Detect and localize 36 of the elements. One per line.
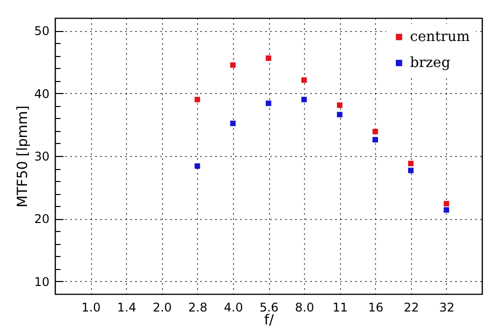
point — [444, 207, 450, 213]
point — [408, 160, 414, 166]
point — [194, 163, 200, 169]
x-tick-label: 22 — [404, 300, 419, 314]
point — [444, 200, 450, 206]
point — [336, 102, 342, 108]
legend-label: centrum — [410, 29, 470, 45]
x-tick-label: 1.0 — [82, 300, 101, 314]
point — [408, 168, 414, 174]
legend-label: brzeg — [410, 55, 450, 71]
y-tick-label: 40 — [34, 86, 50, 101]
point — [266, 100, 272, 106]
point — [230, 120, 236, 126]
x-tick-label: 16 — [368, 300, 384, 314]
x-tick-label: 1.4 — [117, 300, 136, 314]
y-tick-label: 30 — [34, 150, 50, 164]
x-axis-title: f/ — [264, 312, 274, 328]
point — [336, 112, 342, 118]
point — [301, 96, 307, 102]
x-tick-label: 2.0 — [152, 300, 172, 314]
point — [301, 77, 307, 83]
y-tick-label: 50 — [34, 24, 50, 38]
x-tick-label: 8.0 — [295, 300, 314, 314]
x-tick-label: 11 — [332, 300, 348, 314]
y-axis-title: MTF50 [lpmm] — [15, 106, 32, 208]
x-tick-label: 32 — [439, 300, 455, 314]
point — [230, 62, 236, 68]
x-tick-label: 4.0 — [224, 300, 243, 314]
x-tick-label: 2.8 — [188, 300, 208, 314]
point — [266, 55, 272, 61]
point — [194, 96, 200, 102]
y-tick-label: 20 — [34, 212, 50, 226]
x-tick-label: 5.6 — [259, 300, 279, 314]
y-tick-label: 10 — [34, 274, 50, 289]
point — [372, 136, 378, 142]
point — [372, 128, 378, 134]
